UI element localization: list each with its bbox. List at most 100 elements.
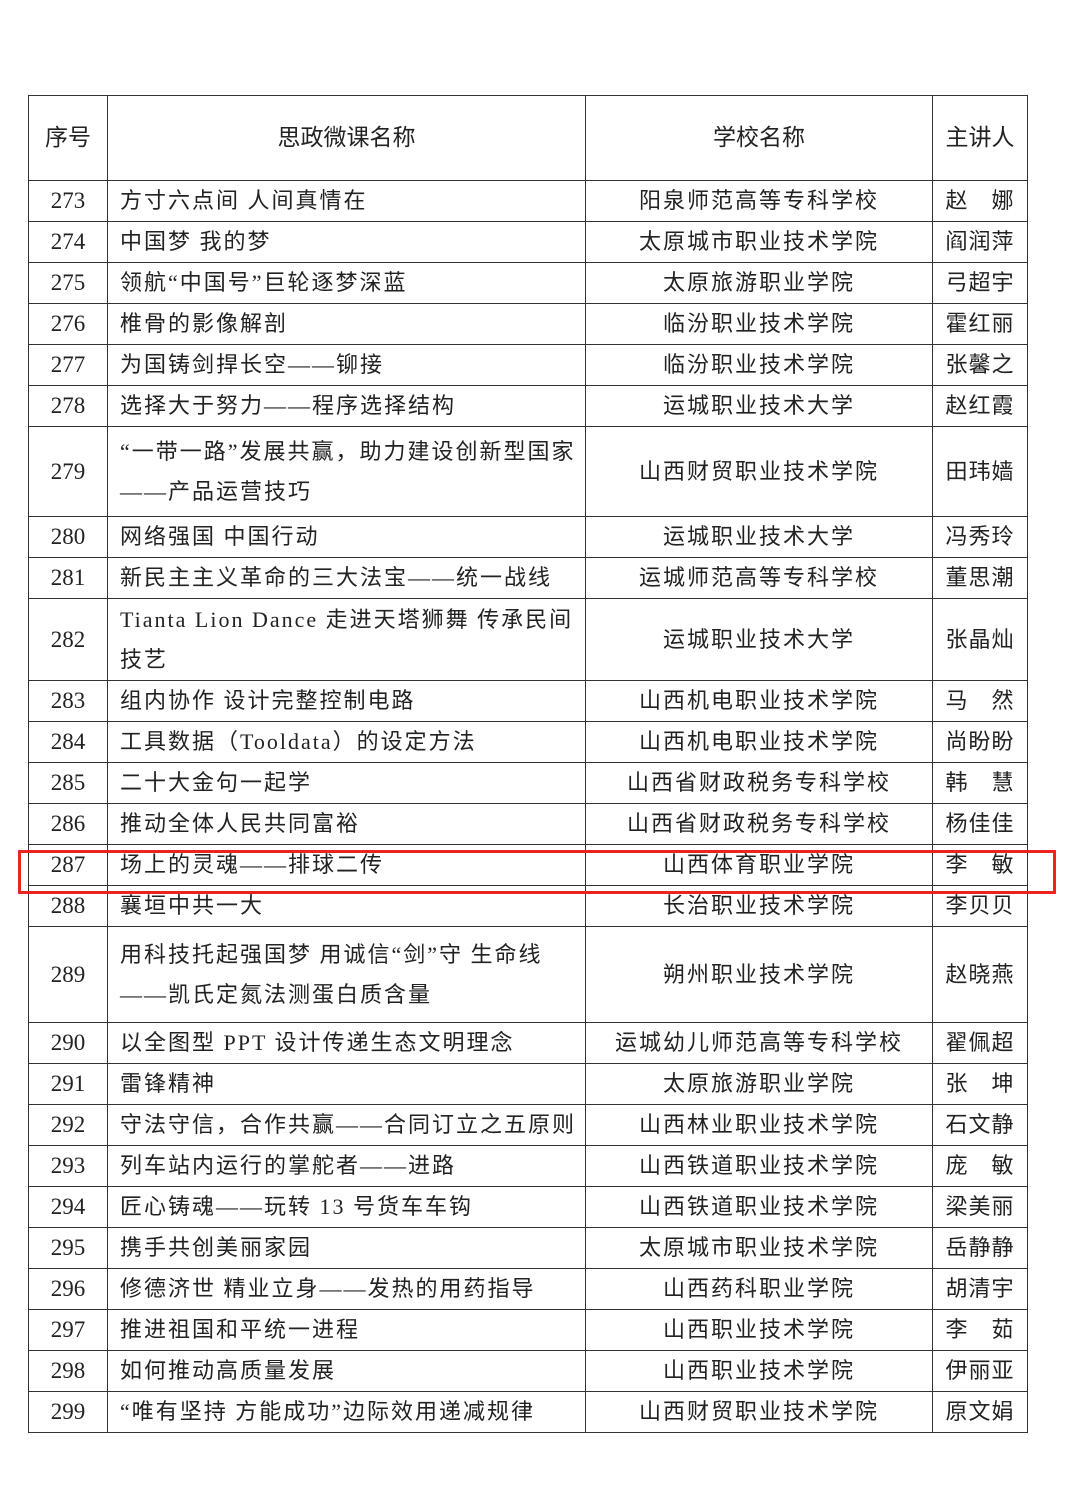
table-header: 序号 思政微课名称 学校名称 主讲人 <box>28 95 1028 181</box>
course-title: Tianta Lion Dance 走进天塔狮舞 传承民间技艺 <box>107 598 586 681</box>
row-number: 285 <box>28 762 108 804</box>
school-name: 临汾职业技术学院 <box>585 344 933 386</box>
table-row: 277 为国铸剑捍长空——铆接 临汾职业技术学院 张馨之 <box>28 344 1028 386</box>
school-name: 山西机电职业技术学院 <box>585 721 933 763</box>
row-number: 294 <box>28 1186 108 1228</box>
table-row: 280 网络强国 中国行动 运城职业技术大学 冯秀玲 <box>28 516 1028 558</box>
course-title: 推动全体人民共同富裕 <box>107 803 586 845</box>
lecturer: 赵晓燕 <box>932 926 1028 1023</box>
row-number: 298 <box>28 1350 108 1392</box>
table-row: 275 领航“中国号”巨轮逐梦深蓝 太原旅游职业学院 弓超宇 <box>28 262 1028 304</box>
school-name: 山西职业技术学院 <box>585 1350 933 1392</box>
table-row: 289 用科技托起强国梦 用诚信“剑”守 生命线——凯氏定氮法测蛋白质含量 朔州职业… <box>28 926 1028 1023</box>
school-name: 山西省财政税务专科学校 <box>585 803 933 845</box>
row-number: 277 <box>28 344 108 386</box>
table-row: 295 携手共创美丽家园 太原城市职业技术学院 岳静静 <box>28 1227 1028 1269</box>
lecturer: 韩 慧 <box>932 762 1028 804</box>
school-name: 运城职业技术大学 <box>585 385 933 427</box>
course-title: 推进祖国和平统一进程 <box>107 1309 586 1351</box>
school-name: 山西林业职业技术学院 <box>585 1104 933 1146</box>
lecturer: 冯秀玲 <box>932 516 1028 558</box>
table-row: 294 匠心铸魂——玩转 13 号货车车钩 山西铁道职业技术学院 梁美丽 <box>28 1186 1028 1228</box>
school-name: 运城职业技术大学 <box>585 516 933 558</box>
lecturer: 胡清宇 <box>932 1268 1028 1310</box>
lecturer: 李 茹 <box>932 1309 1028 1351</box>
lecturer: 翟佩超 <box>932 1022 1028 1064</box>
lecturer: 张馨之 <box>932 344 1028 386</box>
row-number: 286 <box>28 803 108 845</box>
course-title: “唯有坚持 方能成功”边际效用递减规律 <box>107 1391 586 1433</box>
lecturer: 杨佳佳 <box>932 803 1028 845</box>
header-title: 思政微课名称 <box>107 95 586 181</box>
lecturer: 赵 娜 <box>932 180 1028 222</box>
lecturer: 弓超宇 <box>932 262 1028 304</box>
lecturer: 张 坤 <box>932 1063 1028 1105</box>
row-number: 274 <box>28 221 108 263</box>
school-name: 太原旅游职业学院 <box>585 262 933 304</box>
table-row: 283 组内协作 设计完整控制电路 山西机电职业技术学院马 然 <box>28 680 1028 722</box>
course-title: 列车站内运行的掌舵者——进路 <box>107 1145 586 1187</box>
course-table: 序号 思政微课名称 学校名称 主讲人 273 方寸六点间 人间真情在 阳泉师范高等专… <box>28 95 1028 1433</box>
lecturer: 尚盼盼 <box>932 721 1028 763</box>
lecturer: 田玮嫱 <box>932 426 1028 517</box>
row-number: 284 <box>28 721 108 763</box>
row-number: 280 <box>28 516 108 558</box>
course-title: 新民主主义革命的三大法宝——统一战线 <box>107 557 586 599</box>
school-name: 运城师范高等专科学校 <box>585 557 933 599</box>
header-num: 序号 <box>28 95 108 181</box>
lecturer: 伊丽亚 <box>932 1350 1028 1392</box>
row-number: 299 <box>28 1391 108 1433</box>
table-row: 286 推动全体人民共同富裕 山西省财政税务专科学校 杨佳佳 <box>28 803 1028 845</box>
row-number: 279 <box>28 426 108 517</box>
lecturer: 庞 敏 <box>932 1145 1028 1187</box>
school-name: 太原城市职业技术学院 <box>585 1227 933 1269</box>
lecturer: 马 然 <box>932 680 1028 722</box>
lecturer: 原文娟 <box>932 1391 1028 1433</box>
course-title: 椎骨的影像解剖 <box>107 303 586 345</box>
row-number: 297 <box>28 1309 108 1351</box>
table-row: 299 “唯有坚持 方能成功”边际效用递减规律 山西财贸职业技术学院 原文娟 <box>28 1391 1028 1433</box>
row-number: 291 <box>28 1063 108 1105</box>
table-row: 278 选择大于努力——程序选择结构 运城职业技术大学 赵红霞 <box>28 385 1028 427</box>
lecturer: 阎润萍 <box>932 221 1028 263</box>
row-number: 273 <box>28 180 108 222</box>
header-person: 主讲人 <box>932 95 1028 181</box>
school-name: 朔州职业技术学院 <box>585 926 933 1023</box>
course-title: 组内协作 设计完整控制电路 <box>107 680 586 722</box>
table-row: 284 工具数据（Tooldata）的设定方法 山西机电职业技术学院 尚盼盼 <box>28 721 1028 763</box>
course-title: 二十大金句一起学 <box>107 762 586 804</box>
table-row: 298 如何推动高质量发展 山西职业技术学院 伊丽亚 <box>28 1350 1028 1392</box>
table-row: 274 中国梦 我的梦 太原城市职业技术学院 阎润萍 <box>28 221 1028 263</box>
course-title: 修德济世 精业立身——发热的用药指导 <box>107 1268 586 1310</box>
course-title: “一带一路”发展共赢，助力建设创新型国家——产品运营技巧 <box>107 426 586 517</box>
course-title: 用科技托起强国梦 用诚信“剑”守 生命线——凯氏定氮法测蛋白质含量 <box>107 926 586 1023</box>
school-name: 山西铁道职业技术学院 <box>585 1145 933 1187</box>
row-number: 290 <box>28 1022 108 1064</box>
school-name: 运城幼儿师范高等专科学校 <box>585 1022 933 1064</box>
lecturer: 石文静 <box>932 1104 1028 1146</box>
row-number: 278 <box>28 385 108 427</box>
table-row: 273 方寸六点间 人间真情在 阳泉师范高等专科学校赵 娜 <box>28 180 1028 222</box>
lecturer: 董思潮 <box>932 557 1028 599</box>
table-row: 282 Tianta Lion Dance 走进天塔狮舞 传承民间技艺 运城职业技术… <box>28 598 1028 681</box>
table-row: 276 椎骨的影像解剖 临汾职业技术学院 霍红丽 <box>28 303 1028 345</box>
table-row: 296 修德济世 精业立身——发热的用药指导 山西药科职业学院 胡清宇 <box>28 1268 1028 1310</box>
course-title: 守法守信，合作共赢——合同订立之五原则 <box>107 1104 586 1146</box>
school-name: 太原城市职业技术学院 <box>585 221 933 263</box>
school-name: 阳泉师范高等专科学校 <box>585 180 933 222</box>
row-number: 283 <box>28 680 108 722</box>
school-name: 山西财贸职业技术学院 <box>585 426 933 517</box>
row-number: 289 <box>28 926 108 1023</box>
row-number: 293 <box>28 1145 108 1187</box>
course-title: 如何推动高质量发展 <box>107 1350 586 1392</box>
school-name: 山西省财政税务专科学校 <box>585 762 933 804</box>
school-name: 山西机电职业技术学院 <box>585 680 933 722</box>
school-name: 太原旅游职业学院 <box>585 1063 933 1105</box>
course-title: 匠心铸魂——玩转 13 号货车车钩 <box>107 1186 586 1228</box>
lecturer: 梁美丽 <box>932 1186 1028 1228</box>
row-number: 281 <box>28 557 108 599</box>
highlight-box <box>18 850 1056 894</box>
row-number: 296 <box>28 1268 108 1310</box>
table-row: 279 “一带一路”发展共赢，助力建设创新型国家——产品运营技巧 山西财贸职业技术学… <box>28 426 1028 517</box>
course-title: 领航“中国号”巨轮逐梦深蓝 <box>107 262 586 304</box>
